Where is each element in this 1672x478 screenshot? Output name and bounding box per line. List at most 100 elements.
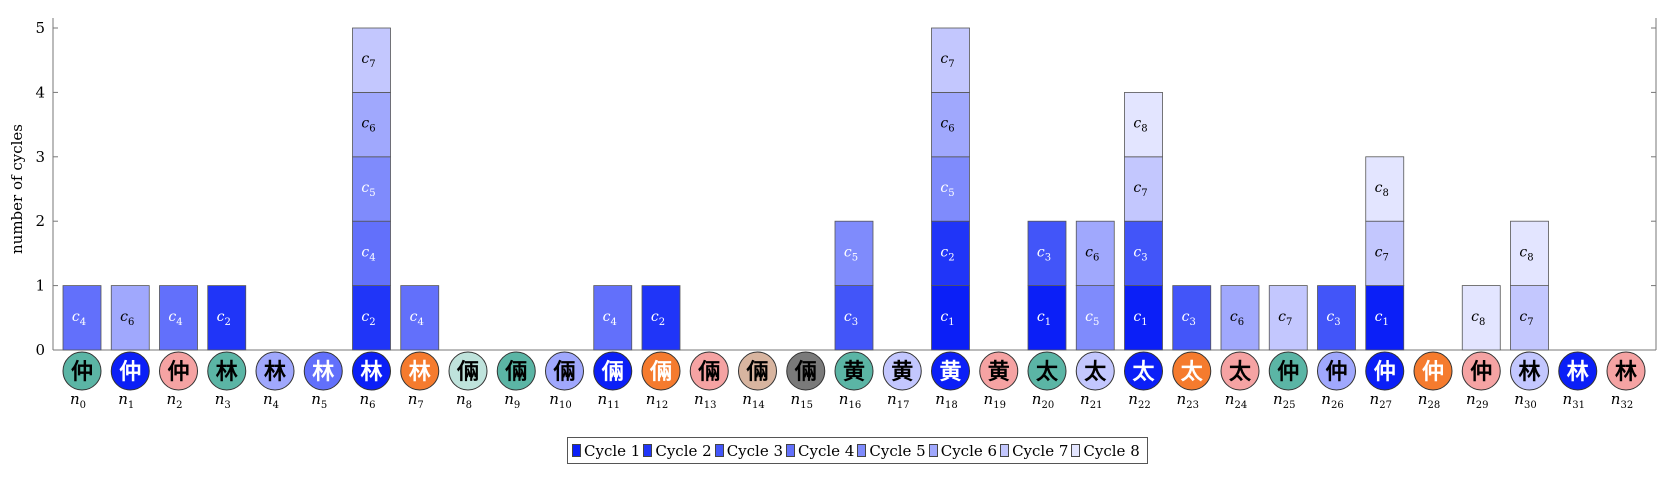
node-glyph: 太 [1181,360,1204,385]
bar-segment-label: c4 [72,309,86,328]
bar-segment [1124,156,1163,222]
legend-swatch [714,444,724,457]
node-circle [1075,351,1115,391]
bar-segment-label: c1 [1375,309,1389,328]
bar-segment [159,285,198,351]
bar-segment [1510,285,1549,351]
legend-swatch [1071,444,1081,457]
bar-segment-label: c1 [940,309,954,328]
y-tick-label: 0 [35,341,45,359]
node-glyph: 仲 [1325,359,1347,385]
node-circle [1365,351,1405,391]
node-circle [689,351,729,391]
bar-segment [834,220,874,286]
legend-item: Cycle 5 [857,441,926,460]
bar-segment-label: c3 [1182,309,1196,328]
bar-segment-label: c3 [1133,244,1147,263]
bar-segment-label: c4 [603,309,617,328]
node-circle [593,351,633,391]
node-label: n8 [456,390,472,411]
bar-segment-label: c6 [1085,244,1099,263]
bar-segment-label: c5 [1085,309,1099,328]
node-label: n3 [215,390,231,411]
node-glyph: 黄 [939,360,961,385]
bar-segment [1124,285,1163,351]
y-tick-label: 2 [35,212,45,230]
node-circle [159,351,198,391]
bar-segment-label: c8 [1133,116,1147,135]
bar-segment [207,285,247,351]
bar-segment [352,27,391,93]
node-label: n30 [1514,390,1536,411]
node-glyph: 仲 [1374,359,1396,385]
bar-segment [1317,285,1356,351]
node-label: n16 [839,390,861,411]
legend-item: Cycle 2 [643,441,712,460]
bar-segment [352,92,391,158]
node-circle [882,351,922,391]
legend-label: Cycle 4 [798,441,855,460]
node-label: n32 [1611,390,1633,411]
bar-segment-label: c4 [410,309,424,328]
node-glyph: 仲 [167,359,189,385]
bar-segment [931,285,970,351]
legend-swatch [1000,444,1010,457]
bar-segment [1510,220,1549,286]
node-circle [207,351,247,391]
legend-label: Cycle 3 [726,441,784,460]
node-glyph: 林 [409,360,431,385]
bar-segment-label: c2 [940,244,954,263]
node-glyph: 黄 [843,360,865,385]
node-circle [931,351,970,391]
node-circle [1220,351,1260,391]
legend-label: Cycle 2 [655,441,712,460]
node-label: n4 [263,390,279,411]
node-label: n24 [1225,390,1247,411]
legend-label: Cycle 5 [869,441,926,460]
bar-segment-label: c2 [361,309,375,328]
legend-item: Cycle 7 [1000,442,1068,460]
node-glyph: 太 [1084,360,1107,385]
node-circle [979,351,1019,391]
node-circle [110,351,150,391]
bar-segment-label: c7 [1133,180,1147,199]
y-tick-label: 5 [35,19,45,37]
legend-label: Cycle 8 [1083,441,1140,460]
node-circle [1461,351,1501,391]
bar-segment [593,285,633,351]
bar-segment [1365,156,1405,222]
bar-segment [352,220,391,286]
node-circle [1027,351,1067,391]
bar-segment [352,156,391,222]
bar-segment [1365,285,1405,351]
node-label: n13 [694,390,716,411]
node-circle [496,351,536,391]
node-label: n29 [1466,390,1488,411]
node-label: n0 [70,390,86,411]
node-label: n27 [1370,390,1392,411]
node-glyph: 林 [264,360,286,385]
legend: Cycle 1 Cycle 2 Cycle 3 Cycle 4 Cycle 5 Cycle… [567,437,1148,464]
bar-segment [931,156,970,222]
bar-segment [1075,285,1115,351]
y-axis-label: number of cycles [8,124,26,254]
node-circle [1606,351,1646,391]
y-tick-label: 1 [35,277,45,295]
legend-item: Cycle 6 [928,442,997,460]
bar-segment-label: c8 [1471,309,1485,328]
node-label: n6 [359,390,375,411]
node-circle [1510,351,1549,391]
node-glyph: 太 [1132,360,1155,385]
bar-segment [1124,92,1163,158]
bar-segment-label: c7 [1278,309,1292,328]
bar-segment [1220,285,1260,351]
node-glyph: 林 [360,360,382,385]
legend-swatch [857,444,867,457]
bar-segment-label: c3 [844,309,858,328]
legend-swatch [786,444,796,457]
bar-segment-label: c7 [1519,309,1533,328]
node-circle [545,351,584,391]
bar-segment-label: c7 [1375,244,1389,263]
node-glyph: 林 [216,360,238,385]
bar-segment [1027,285,1067,351]
